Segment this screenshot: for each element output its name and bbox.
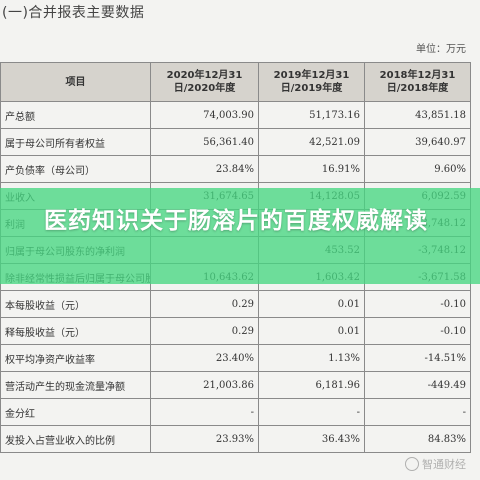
- table-row: 产负债率（母公司） 23.84% 16.91% 9.60%: [0, 155, 471, 183]
- header-2020: 2020年12月31日/2020年度: [150, 62, 259, 102]
- row-label-cell: 金分红: [0, 398, 151, 426]
- watermark-text: 智通财经: [422, 458, 466, 471]
- table-row: 权平均净资产收益率 23.40% 1.13% -14.51%: [0, 344, 471, 372]
- value-cell: -449.49: [364, 371, 471, 399]
- value-cell: 43,851.18: [364, 101, 471, 129]
- value-cell: 84.83%: [364, 425, 471, 453]
- row-label-cell: 释每股收益（元）: [0, 317, 151, 345]
- value-cell: 74,003.90: [150, 101, 259, 129]
- unit-label: 单位：万元: [416, 44, 466, 55]
- header-item: 项目: [0, 62, 151, 102]
- row-label-cell: 属于母公司所有者权益: [0, 128, 151, 156]
- table-row: 释每股收益（元） 0.29 0.01 -0.10: [0, 317, 471, 345]
- row-label-cell: 产负债率（母公司）: [0, 155, 151, 183]
- watermark-logo-icon: [405, 457, 419, 471]
- table-row: 属于母公司所有者权益 56,361.40 42,521.09 39,640.97: [0, 128, 471, 156]
- row-label-cell: 权平均净资产收益率: [0, 344, 151, 372]
- table-row: 本每股收益（元） 0.29 0.01 -0.10: [0, 290, 471, 318]
- table-row: 营活动产生的现金流量净额 21,003.86 6,181.96 -449.49: [0, 371, 471, 399]
- value-cell: -: [150, 398, 259, 426]
- value-cell: 23.93%: [150, 425, 259, 453]
- value-cell: 0.01: [258, 290, 365, 318]
- value-cell: -0.10: [364, 290, 471, 318]
- row-label-cell: 营活动产生的现金流量净额: [0, 371, 151, 399]
- header-2018: 2018年12月31日/2018年度: [364, 62, 471, 102]
- row-label-cell: 产总额: [0, 101, 151, 129]
- value-cell: 23.40%: [150, 344, 259, 372]
- value-cell: 16.91%: [258, 155, 365, 183]
- title-banner: [0, 188, 480, 284]
- value-cell: 39,640.97: [364, 128, 471, 156]
- section-heading: (一)合并报表主要数据: [2, 5, 145, 21]
- table-header-row: 项目 2020年12月31日/2020年度 2019年12月31日/2019年度…: [0, 62, 471, 102]
- value-cell: 51,173.16: [258, 101, 365, 129]
- banner-title: 医药知识关于肠溶片的百度权威解读: [44, 208, 428, 234]
- value-cell: -: [364, 398, 471, 426]
- value-cell: 9.60%: [364, 155, 471, 183]
- row-label-cell: 本每股收益（元）: [0, 290, 151, 318]
- value-cell: -0.10: [364, 317, 471, 345]
- value-cell: 36.43%: [258, 425, 365, 453]
- value-cell: 0.01: [258, 317, 365, 345]
- watermark: 智通财经: [405, 456, 466, 472]
- value-cell: 0.29: [150, 317, 259, 345]
- value-cell: 21,003.86: [150, 371, 259, 399]
- value-cell: -14.51%: [364, 344, 471, 372]
- value-cell: 23.84%: [150, 155, 259, 183]
- value-cell: 56,361.40: [150, 128, 259, 156]
- value-cell: 0.29: [150, 290, 259, 318]
- header-2019: 2019年12月31日/2019年度: [258, 62, 365, 102]
- value-cell: -: [258, 398, 365, 426]
- value-cell: 6,181.96: [258, 371, 365, 399]
- value-cell: 42,521.09: [258, 128, 365, 156]
- table-row: 发投入占营业收入的比例 23.93% 36.43% 84.83%: [0, 425, 471, 453]
- table-row: 产总额 74,003.90 51,173.16 43,851.18: [0, 101, 471, 129]
- table-row: 金分红 - - -: [0, 398, 471, 426]
- row-label-cell: 发投入占营业收入的比例: [0, 425, 151, 453]
- value-cell: 1.13%: [258, 344, 365, 372]
